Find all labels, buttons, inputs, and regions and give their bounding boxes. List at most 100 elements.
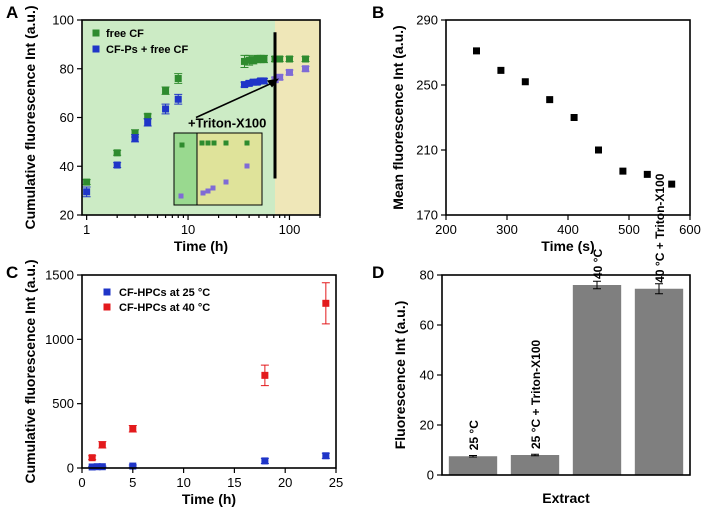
- panel-a-point-cf-ps: [253, 78, 261, 86]
- panel-d-bar-label: 40 °C + Triton-X100: [653, 173, 667, 282]
- panel-a: A 1 10 100 20 40 60 80 100 +Triton-X100 free CF…: [6, 3, 321, 254]
- panel-c-point-25c: [93, 463, 101, 471]
- inset-cf-ps-point: [244, 163, 250, 169]
- panel-d-ytick-label: 40: [420, 368, 434, 383]
- panel-b-point: [497, 66, 505, 74]
- panel-a-point-cf-ps: [174, 95, 182, 103]
- panel-b-xtick-label: 600: [679, 222, 701, 237]
- inset-free-cf-point: [244, 140, 250, 146]
- panel-b-point: [668, 180, 676, 188]
- panel-a-point-cf-ps: [113, 161, 121, 169]
- panel-d-ytick-label: 20: [420, 418, 434, 433]
- panel-d-ylabel: Fluorescence Int (a.u.): [392, 301, 408, 450]
- panel-c-xtick-label: 10: [176, 475, 190, 490]
- inset-cf-ps-point: [210, 185, 216, 191]
- panel-c-ytick-label: 1500: [45, 268, 74, 283]
- panel-d-errbar: [655, 283, 663, 295]
- panel-d-bar-label: 40 °C: [591, 249, 605, 279]
- panel-b: B 200 300 400 500 600 170 210 250 290 Time (s) M…: [372, 3, 701, 254]
- panel-b-xtick-label: 200: [435, 222, 457, 237]
- panel-b-ylabel: Mean fluorescence Int (a.u.): [390, 25, 406, 209]
- panel-b-point: [643, 170, 651, 178]
- panel-a-xlabel: Time (h): [174, 238, 228, 254]
- panel-b-ytick-label: 210: [416, 143, 438, 158]
- panel-c-point-40c: [129, 425, 137, 433]
- panel-a-point-free-cf: [285, 55, 293, 63]
- panel-a-point-free-cf: [302, 55, 310, 63]
- panel-c-legend-label-1: CF-HPCs at 40 °C: [119, 302, 210, 314]
- panel-c-xtick-label: 15: [227, 475, 241, 490]
- panel-a-point-cf-ps: [144, 118, 152, 126]
- panel-a-point-free-cf: [83, 178, 91, 186]
- panel-a-arrowhead: [267, 78, 280, 88]
- panel-a-region-after-triton: [275, 20, 320, 215]
- panel-c-xtick-label: 5: [129, 475, 136, 490]
- panel-c-ytick-label: 500: [52, 396, 74, 411]
- panel-a-point-free-cf: [174, 75, 182, 82]
- panel-a-legend-label-0: free CF: [106, 28, 144, 40]
- panel-b-xlabel: Time (s): [541, 238, 594, 254]
- panel-d-ytick-label: 60: [420, 318, 434, 333]
- panel-a-ylabel: Cumulative fluorescence Int (a.u.): [22, 5, 38, 229]
- panel-c-point-25c: [88, 463, 96, 471]
- panel-a-point-cf-ps: [240, 81, 248, 89]
- panel-a-ytick-label: 100: [52, 13, 74, 28]
- panel-a-xtick-label: 10: [181, 222, 195, 237]
- panel-a-legend-marker-0: [92, 29, 100, 37]
- panel-b-label: B: [372, 3, 384, 22]
- inset-cf-ps-point: [205, 188, 211, 194]
- panel-c-xlabel: Time (h): [182, 491, 236, 507]
- panel-a-point-free-cf: [131, 129, 139, 137]
- panel-c-point-40c: [98, 441, 106, 449]
- panel-d-bar: [634, 288, 684, 475]
- panel-c-xtick-label: 25: [329, 475, 343, 490]
- panel-c-xtick-label: 0: [78, 475, 85, 490]
- panel-c-point-25c: [322, 452, 330, 460]
- panel-c-xtick-label: 20: [278, 475, 292, 490]
- inset-frame: [173, 132, 263, 206]
- panel-a-point-free-cf: [253, 55, 261, 63]
- panel-d-bar: [572, 285, 622, 475]
- panel-b-ytick-label: 170: [416, 208, 438, 223]
- panel-a-point-cf-ps: [260, 77, 268, 85]
- panel-a-point-cf-ps: [285, 68, 293, 76]
- panel-c-point-25c: [129, 462, 137, 470]
- panel-a-ytick-label: 20: [60, 208, 74, 223]
- panel-a-point-cf-ps: [83, 188, 91, 196]
- panel-b-axes: 200 300 400 500 600 170 210 250 290: [416, 13, 701, 238]
- panel-a-point-free-cf: [240, 57, 248, 65]
- panel-a-legend-label-1: CF-Ps + free CF: [106, 44, 188, 56]
- panel-d-label: D: [372, 263, 384, 282]
- panel-b-point: [546, 96, 554, 104]
- panel-c-ytick-label: 1000: [45, 332, 74, 347]
- panel-a-point-cf-ps: [249, 78, 257, 86]
- panel-c-label: C: [6, 263, 18, 282]
- panel-d-xlabel: Extract: [542, 490, 590, 506]
- panel-d: D 25 °C 25 °C + Triton-X100 40 °C 40 °C + T…: [372, 173, 691, 506]
- panel-a-annotation: +Triton-X100: [188, 115, 266, 130]
- panel-a-point-cf-ps: [162, 105, 170, 113]
- panel-d-axes: 0 20 40 60 80: [420, 268, 691, 483]
- panel-c-legend-label-0: CF-HPCs at 25 °C: [119, 287, 210, 299]
- inset-free-cf-point: [211, 140, 217, 146]
- panel-b-point: [595, 146, 602, 154]
- panel-b-ytick-label: 250: [416, 78, 438, 93]
- panel-d-errbar: [469, 455, 477, 458]
- panel-c-point-25c: [98, 463, 106, 471]
- panel-b-point: [570, 114, 578, 121]
- inset-free-cf-point: [179, 142, 185, 148]
- panel-a-legend-marker-1: [92, 45, 100, 53]
- panel-a-xtick-label: 1: [83, 222, 90, 237]
- panel-d-marks: 25 °C 25 °C + Triton-X100 40 °C 40 °C + Tri…: [448, 173, 684, 475]
- panel-c: C 0 5 10 15 20 25 0 500 1000 1500 CF-HPCs at 25 °…: [6, 259, 343, 507]
- panel-b-xtick-label: 400: [557, 222, 579, 237]
- inset-cf-ps-point: [200, 190, 206, 196]
- panel-d-errbar: [531, 453, 539, 457]
- panel-c-axes: 0 5 10 15 20 25 0 500 1000 1500: [45, 268, 343, 491]
- panel-c-marks: [88, 282, 330, 471]
- panel-d-bar: [510, 455, 560, 475]
- inset-region-before: [174, 133, 197, 205]
- panel-a-point-free-cf: [260, 55, 268, 63]
- panel-d-errbar: [593, 280, 601, 290]
